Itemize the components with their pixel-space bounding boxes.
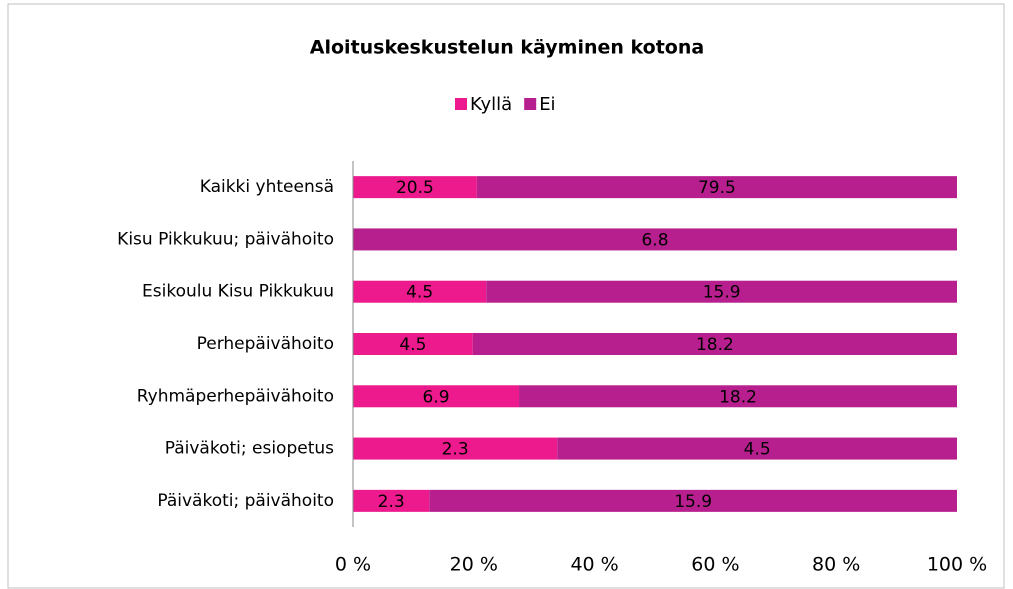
bar-segment: [519, 385, 957, 408]
data-label: 2.3: [442, 440, 469, 460]
category-label: Kisu Pikkukuu; päivähoito: [117, 229, 334, 249]
legend-label: Ei: [539, 94, 555, 115]
x-tick-label: 20 %: [450, 554, 498, 576]
bar-segment: [353, 280, 487, 303]
data-label: 20.5: [396, 178, 434, 198]
bar-segment: [353, 228, 957, 251]
legend-swatch: [524, 98, 537, 110]
bar-segment: [353, 489, 430, 512]
x-tick-label: 0 %: [335, 554, 371, 576]
bar-segment: [353, 176, 477, 199]
bar-segment: [353, 385, 520, 408]
data-label: 4.5: [406, 283, 433, 303]
x-tick-label: 40 %: [570, 554, 618, 576]
x-tick-label: 60 %: [691, 554, 739, 576]
chart-title: Aloituskeskustelun käyminen kotona: [310, 37, 704, 59]
data-label: 2.3: [378, 492, 405, 512]
data-label: 18.2: [696, 335, 734, 355]
category-label: Kaikki yhteensä: [200, 177, 334, 197]
data-label: 79.5: [698, 178, 736, 198]
bar-segment: [486, 280, 957, 303]
bar-segment: [429, 489, 957, 512]
category-label: Esikoulu Kisu Pikkukuu: [142, 282, 334, 302]
data-label: 6.9: [422, 387, 449, 407]
category-label: Päiväkoti; päivähoito: [157, 491, 334, 511]
category-label: Ryhmäperhepäivähoito: [137, 386, 334, 406]
bar-segment: [353, 437, 558, 460]
bar-segment: [476, 176, 957, 199]
category-label: Perhepäivähoito: [197, 334, 334, 354]
data-label: 4.5: [744, 440, 771, 460]
bar-segment: [472, 333, 957, 355]
bar-segment: [557, 437, 957, 460]
data-label: 15.9: [703, 283, 741, 303]
chart-border: [7, 3, 1005, 589]
data-label: 6.8: [641, 230, 668, 250]
legend-swatch: [455, 98, 467, 110]
data-label: 15.9: [674, 492, 712, 512]
bar-segment: [353, 333, 473, 355]
category-label: Päiväkoti; esiopetus: [165, 439, 334, 459]
data-label: 18.2: [719, 387, 757, 407]
x-tick-label: 80 %: [812, 554, 860, 576]
legend-label: Kyllä: [470, 94, 512, 115]
x-tick-label: 100 %: [927, 554, 987, 576]
data-label: 4.5: [399, 335, 426, 355]
